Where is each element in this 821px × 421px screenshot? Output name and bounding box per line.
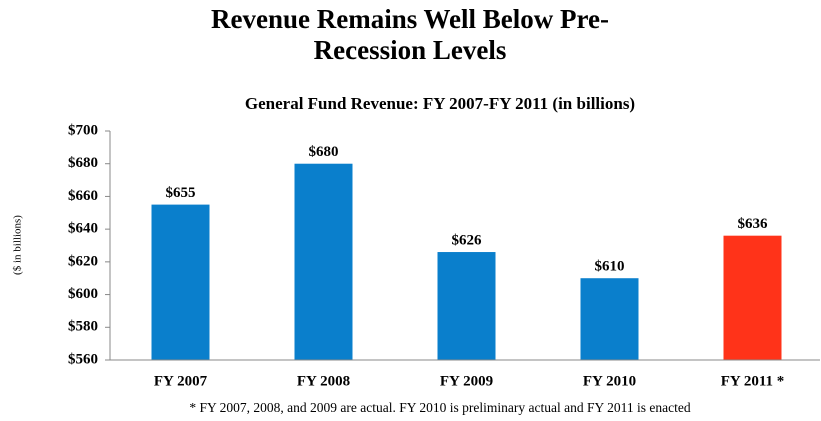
y-tick-label: $560 xyxy=(68,351,98,367)
x-tick-label: FY 2008 xyxy=(297,373,350,389)
bar xyxy=(151,204,210,360)
x-tick-label: FY 2011 * xyxy=(721,373,785,389)
bar xyxy=(437,252,496,360)
value-label: $636 xyxy=(738,216,769,232)
chart-title: Revenue Remains Well Below Pre-Recession… xyxy=(211,4,609,65)
y-tick-label: $580 xyxy=(68,319,98,335)
chart-subtitle: General Fund Revenue: FY 2007-FY 2011 (i… xyxy=(245,94,635,113)
value-label: $655 xyxy=(166,185,196,201)
bar xyxy=(580,278,639,360)
x-tick-label: FY 2009 xyxy=(440,373,493,389)
y-tick-label: $640 xyxy=(68,221,98,237)
x-tick-label: FY 2007 xyxy=(154,373,208,389)
y-tick-label: $680 xyxy=(68,155,98,171)
y-tick-label: $700 xyxy=(68,122,98,138)
y-axis-label: ($ in billions) xyxy=(12,215,24,275)
value-label: $626 xyxy=(452,232,483,248)
y-tick-label: $600 xyxy=(68,286,98,302)
y-tick-label: $660 xyxy=(68,188,98,204)
bar xyxy=(723,235,782,360)
value-label: $680 xyxy=(309,144,339,160)
x-tick-label: FY 2010 xyxy=(583,373,636,389)
value-label: $610 xyxy=(595,259,625,275)
bar xyxy=(294,163,353,360)
y-tick-label: $620 xyxy=(68,253,98,269)
footnote: * FY 2007, 2008, and 2009 are actual. FY… xyxy=(189,400,690,415)
